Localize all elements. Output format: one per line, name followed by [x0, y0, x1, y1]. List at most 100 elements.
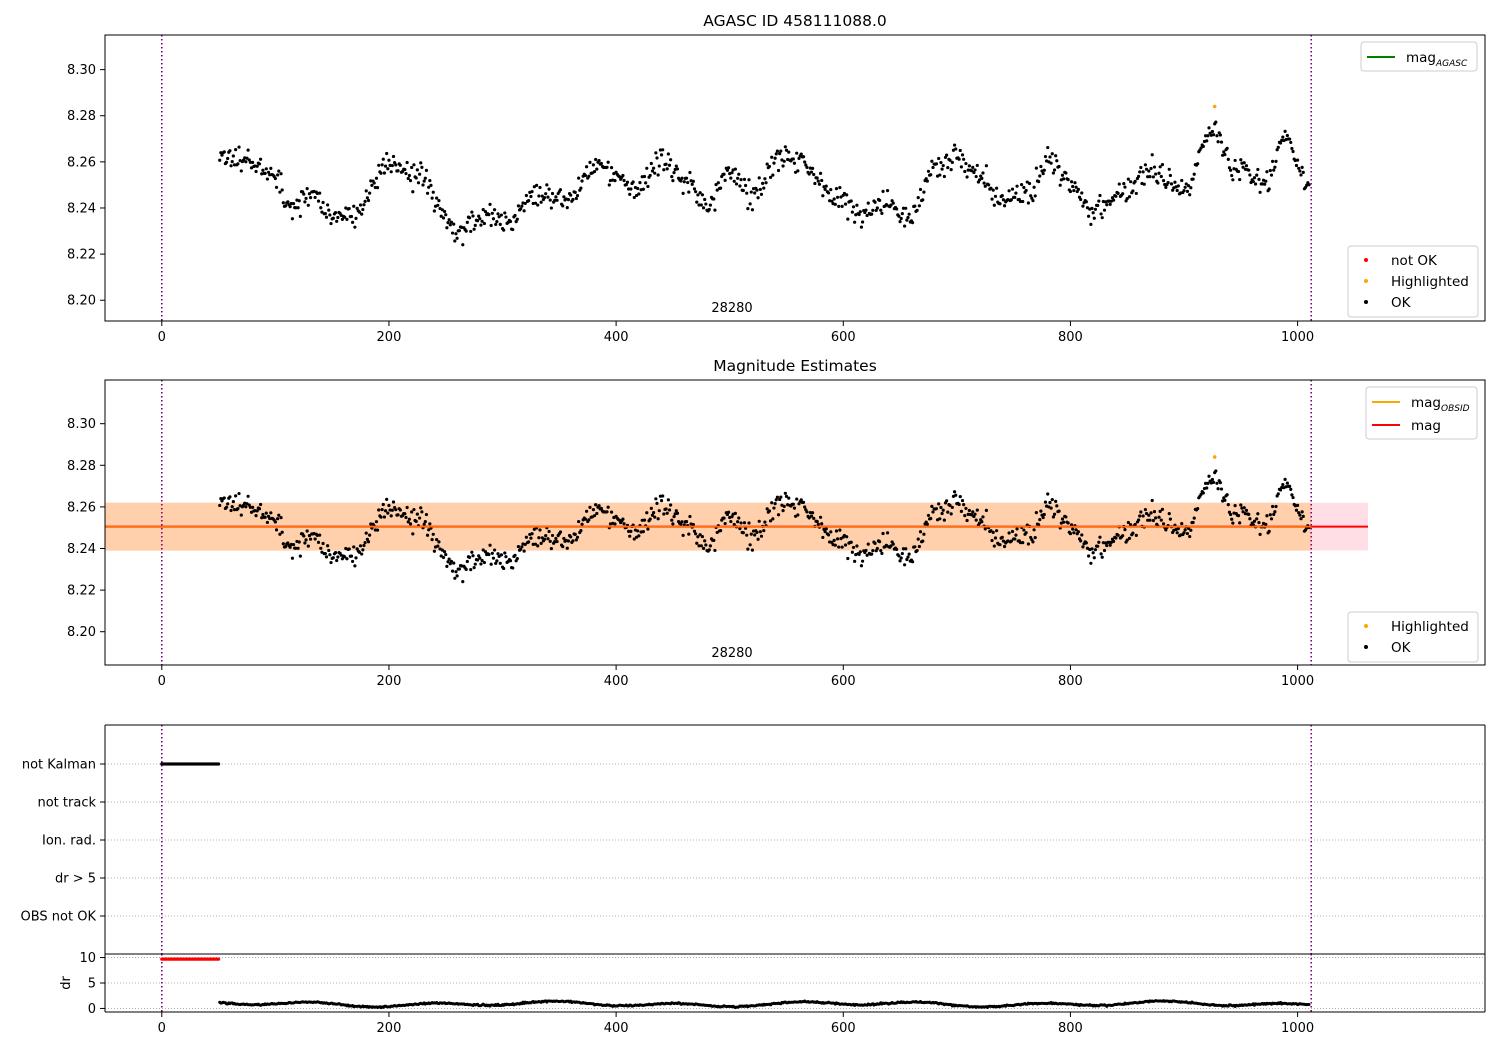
ok-point [411, 190, 415, 194]
ok-point [965, 518, 969, 523]
legend-label: Highlighted [1391, 274, 1469, 290]
ok-point [1038, 518, 1042, 522]
ok-point [622, 178, 626, 183]
ok-point [587, 518, 591, 522]
ok-point [569, 193, 573, 197]
ok-point [320, 210, 324, 214]
ok-point [1108, 202, 1112, 206]
ok-point [811, 166, 815, 170]
ok-point [422, 522, 426, 526]
ok-point [396, 169, 400, 173]
ok-point [990, 197, 994, 201]
ok-point [719, 186, 723, 190]
ok-point [542, 196, 547, 200]
ok-point [298, 554, 302, 558]
ok-point [795, 151, 799, 155]
ok-point [1096, 544, 1100, 548]
ok-point [483, 550, 488, 554]
ok-point [897, 214, 901, 218]
ok-point [881, 189, 885, 193]
ok-point [281, 201, 285, 205]
ok-point [571, 197, 575, 202]
ok-point [288, 545, 292, 549]
ok-point [644, 181, 648, 185]
ok-point [1255, 517, 1259, 521]
ok-point [662, 168, 666, 172]
x-tick-label: 0 [158, 1021, 166, 1036]
ok-point [941, 163, 945, 168]
ok-point [1089, 222, 1093, 226]
ok-point [594, 503, 598, 507]
ok-point [353, 225, 357, 229]
ok-point [838, 528, 842, 532]
ok-point [452, 222, 456, 226]
ok-point [875, 206, 879, 210]
ok-point [648, 517, 652, 521]
ok-point [1018, 541, 1023, 545]
ok-point [1001, 198, 1006, 202]
legend-label: not OK [1391, 253, 1438, 269]
ok-point [274, 185, 279, 189]
ok-point [1076, 530, 1080, 534]
ok-point [304, 538, 308, 542]
ok-point [450, 231, 455, 235]
ok-point [519, 207, 523, 211]
ok-point [479, 223, 483, 227]
ok-point [1167, 167, 1171, 171]
ok-point [889, 203, 893, 207]
ok-point [1032, 185, 1036, 189]
ok-point [495, 559, 499, 563]
ok-point [662, 512, 666, 516]
ok-point [1206, 134, 1210, 138]
ok-point [632, 195, 636, 200]
ok-point [527, 198, 531, 203]
ok-point [675, 511, 680, 515]
ok-point [801, 155, 806, 159]
ok-point [1014, 191, 1018, 195]
ok-point [263, 171, 267, 175]
ok-point [699, 203, 703, 207]
ok-point [631, 180, 635, 184]
ok-point [657, 509, 661, 513]
ok-point [946, 510, 950, 514]
legend-marker [1364, 624, 1368, 628]
ok-point [228, 495, 232, 499]
ok-point [838, 186, 842, 190]
ok-point [772, 161, 776, 165]
ok-point [1269, 517, 1274, 521]
ok-point [368, 533, 372, 537]
ok-point [646, 527, 650, 531]
ok-point [655, 501, 659, 505]
ok-point [767, 164, 772, 169]
ok-point [850, 550, 854, 554]
ok-point [1236, 514, 1241, 518]
ok-point [533, 542, 538, 546]
ok-point [1207, 126, 1211, 130]
ok-point [1185, 531, 1190, 536]
ok-point [830, 199, 834, 203]
ok-point [609, 510, 614, 514]
x-tick-label: 600 [831, 674, 856, 689]
ok-point [1164, 185, 1168, 189]
ok-point [1108, 543, 1112, 547]
ok-point [382, 515, 387, 519]
ok-point [558, 188, 563, 192]
ok-point [865, 553, 869, 557]
ok-point [1219, 140, 1224, 144]
ok-point [347, 547, 351, 551]
ok-point [765, 507, 769, 511]
ok-point [1183, 185, 1187, 189]
ok-point [1160, 507, 1165, 511]
ok-point [522, 209, 526, 213]
ok-point [404, 515, 408, 520]
ok-point [739, 178, 743, 182]
ok-point [494, 561, 498, 565]
ok-point [379, 515, 383, 519]
ok-point [1002, 544, 1007, 549]
ok-point [767, 509, 772, 513]
ok-point [959, 509, 964, 513]
estimates-frame [104, 379, 1486, 666]
ok-point [443, 550, 447, 554]
ok-point [1272, 168, 1276, 172]
ok-point [984, 508, 988, 512]
